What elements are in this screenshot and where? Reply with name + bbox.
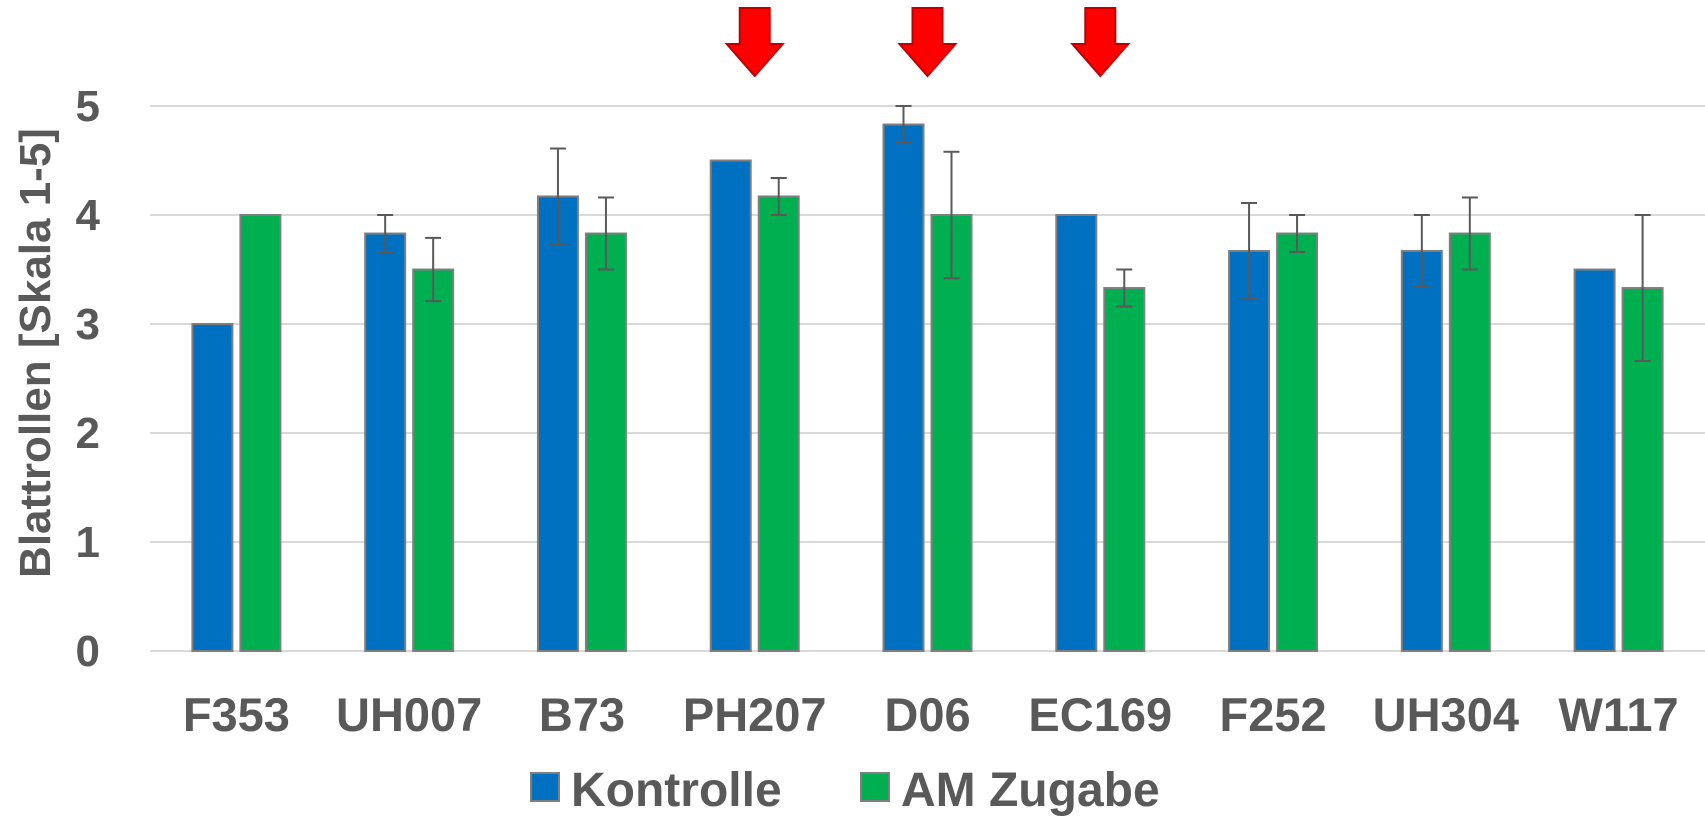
x-tick-label: W117: [1559, 688, 1679, 741]
bar-kontrolle-uh007: [364, 232, 407, 652]
bar-am-zugabe-uh007: [412, 268, 455, 652]
bar-am-zugabe-f353: [239, 214, 282, 652]
bar-am-zugabe-f252: [1276, 232, 1319, 652]
bar-kontrolle-uh304: [1400, 249, 1443, 652]
down-arrow-icon: [724, 7, 785, 78]
legend-swatch: [530, 772, 560, 802]
bar-kontrolle-d06: [882, 123, 925, 652]
x-tick-label: B73: [539, 688, 625, 741]
x-tick-label: F353: [183, 688, 290, 741]
x-tick-label: D06: [884, 688, 970, 741]
x-tick-label: F252: [1219, 688, 1326, 741]
bar-am-zugabe-ec169: [1103, 287, 1146, 652]
bar-kontrolle-ph207: [709, 159, 752, 652]
y-axis-label: Blattrollen [Skala 1-5]: [11, 128, 60, 578]
down-arrow-icon: [897, 7, 958, 78]
bar-am-zugabe-d06: [930, 214, 973, 652]
bar-kontrolle-f353: [191, 323, 234, 652]
y-tick-label: 1: [76, 518, 100, 567]
bar-kontrolle-f252: [1228, 249, 1271, 652]
y-tick-label: 3: [76, 300, 100, 349]
bar-kontrolle-w117: [1573, 268, 1616, 652]
down-arrow-icon: [1070, 7, 1131, 78]
x-tick-label: UH007: [336, 688, 482, 741]
bar-am-zugabe-ph207: [757, 195, 800, 652]
x-tick-label: EC169: [1028, 688, 1172, 741]
bar-am-zugabe-uh304: [1448, 232, 1491, 652]
y-tick-label: 0: [76, 627, 100, 676]
legend-label: AM Zugabe: [901, 764, 1160, 817]
x-tick-label: UH304: [1373, 688, 1519, 741]
legend-swatch: [860, 772, 890, 802]
bar-am-zugabe-b73: [584, 232, 627, 652]
y-tick-label: 5: [76, 82, 100, 131]
legend-label: Kontrolle: [571, 764, 782, 817]
bar-kontrolle-b73: [536, 195, 579, 652]
bar-kontrolle-ec169: [1055, 214, 1098, 652]
x-tick-label: PH207: [683, 688, 827, 741]
y-tick-label: 4: [76, 191, 101, 240]
y-tick-label: 2: [76, 409, 100, 458]
